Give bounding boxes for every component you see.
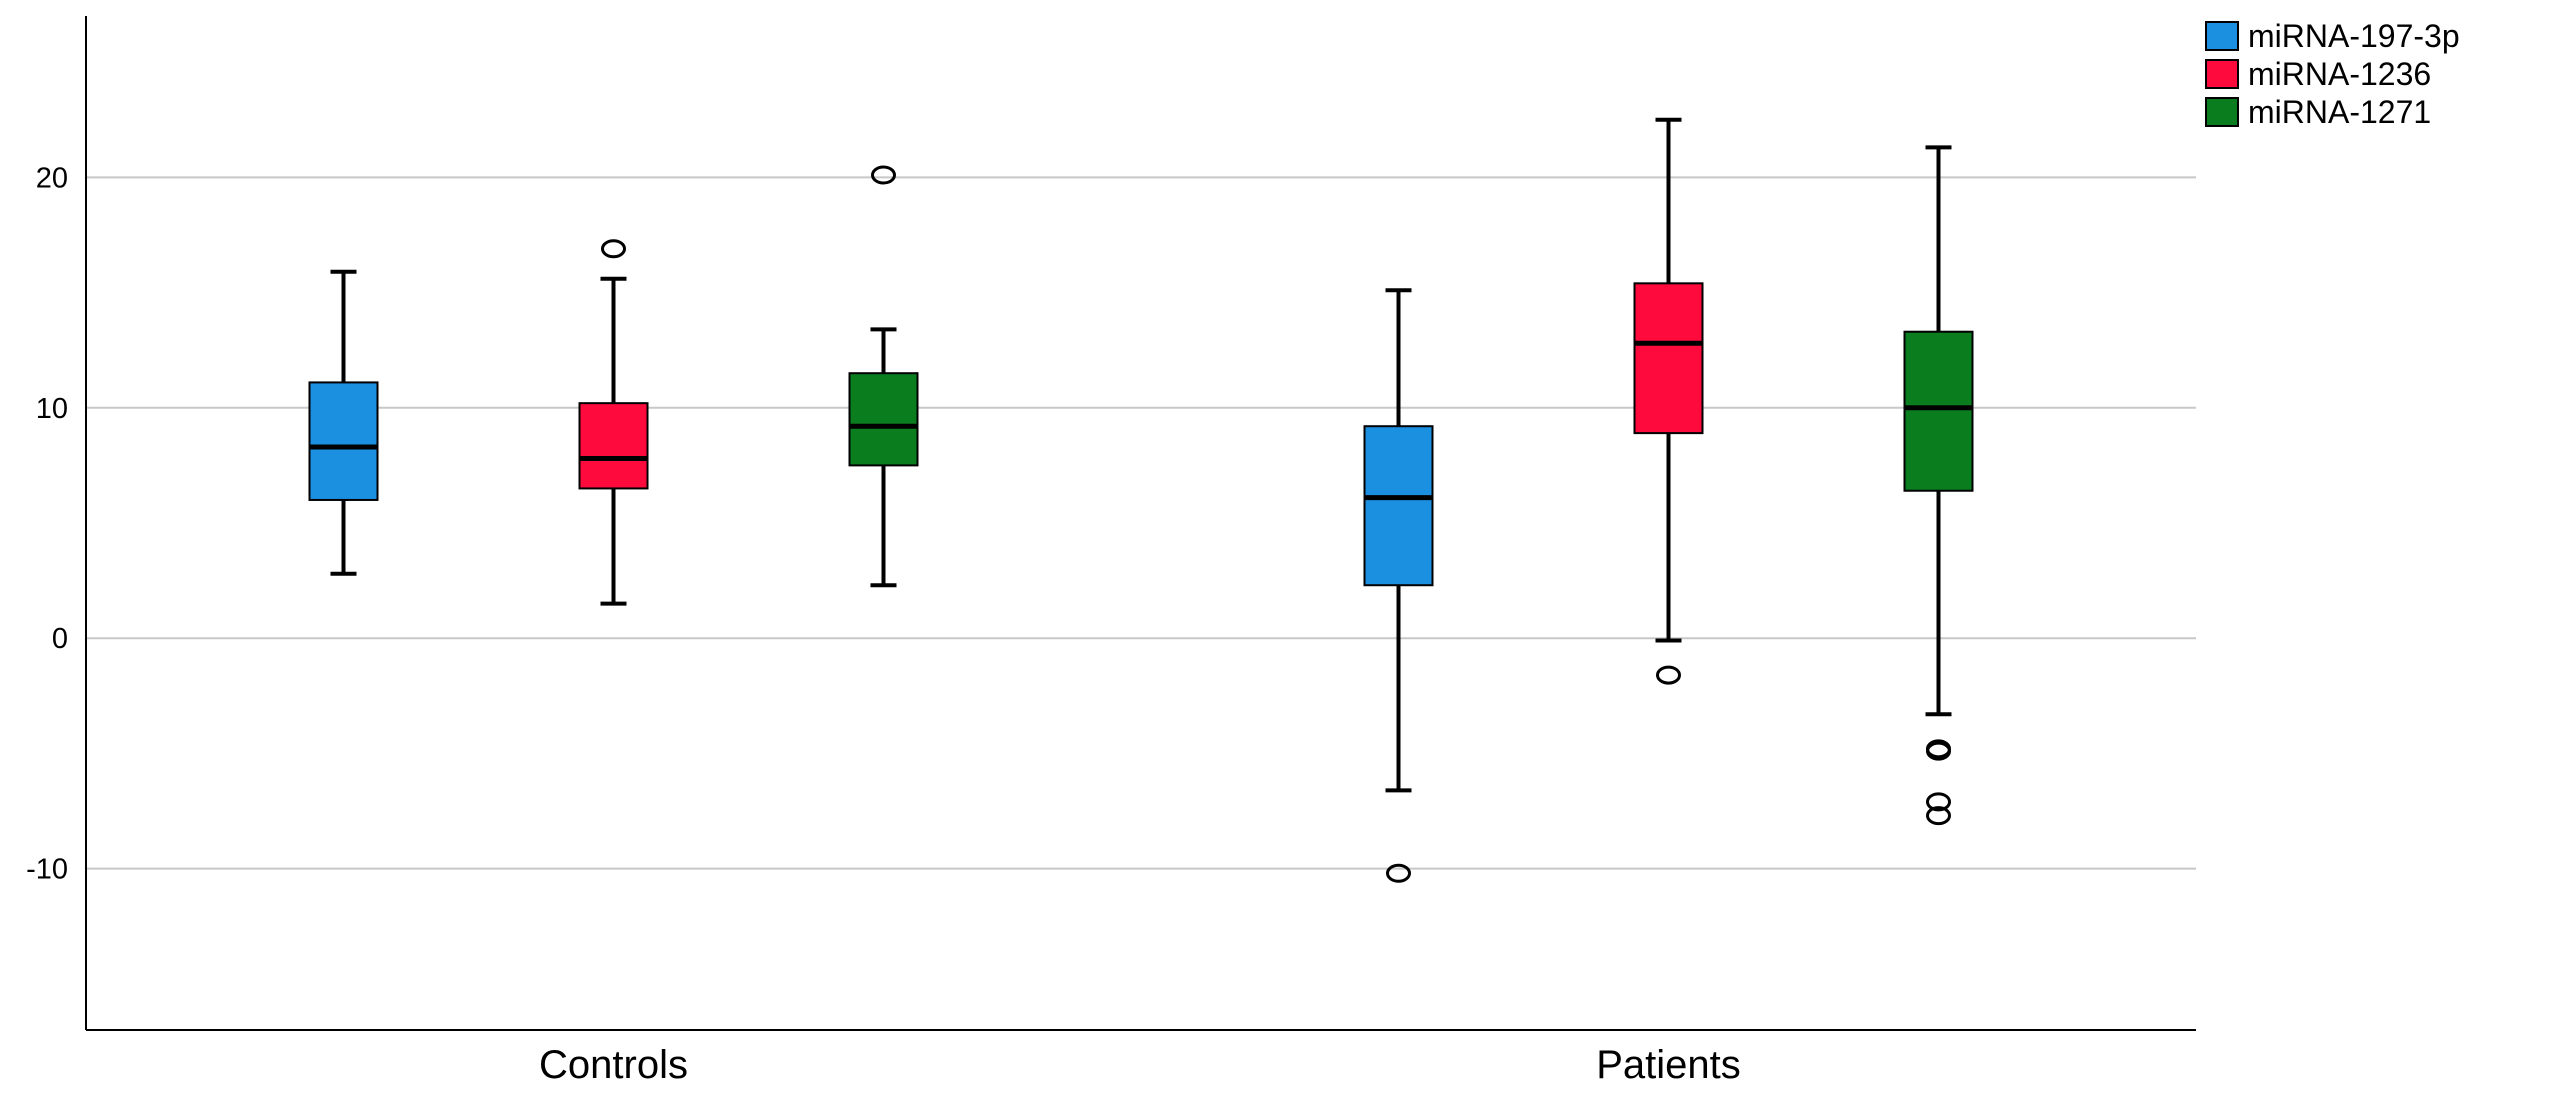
legend-item: miRNA-1271 <box>2205 94 2431 130</box>
legend-label: miRNA-197-3p <box>2248 18 2460 54</box>
iqr-box <box>1903 330 1974 492</box>
y-tick-label: 0 <box>52 623 68 655</box>
y-tick-label: -10 <box>26 854 68 886</box>
gridlines <box>86 176 2196 870</box>
y-tick-label: 20 <box>36 162 68 194</box>
box-miRNA-1236-Controls <box>578 239 649 606</box>
box-miRNA-1271-Patients <box>1903 145 1974 826</box>
outlier-point <box>1656 665 1681 685</box>
iqr-box <box>1633 282 1704 435</box>
plot-area <box>308 117 1974 883</box>
outlier-point <box>1926 792 1951 812</box>
axes: 20 10 0 -10 Controls Patients <box>26 16 2196 1087</box>
legend-label: miRNA-1236 <box>2248 56 2431 92</box>
iqr-box <box>308 381 379 501</box>
legend-swatch <box>2205 97 2239 127</box>
legend-swatch <box>2205 59 2239 89</box>
outlier-point <box>1386 863 1411 883</box>
legend-label: miRNA-1271 <box>2248 94 2431 130</box>
legend-item: miRNA-197-3p <box>2205 18 2460 54</box>
legend-item: miRNA-1236 <box>2205 56 2431 92</box>
y-tick-label: 10 <box>36 393 68 425</box>
box-miRNA-197-3p-Controls <box>308 269 379 576</box>
outlier-point <box>1926 806 1951 826</box>
outlier-point <box>1926 741 1951 761</box>
outlier-point <box>871 165 896 185</box>
box-miRNA-1271-Controls <box>848 165 919 588</box>
iqr-box <box>578 402 649 490</box>
box-miRNA-1236-Patients <box>1633 117 1704 685</box>
x-category-label: Controls <box>539 1043 688 1087</box>
box-miRNA-197-3p-Patients <box>1363 288 1434 883</box>
iqr-box <box>1363 425 1434 587</box>
iqr-box <box>848 372 919 467</box>
legend-swatch <box>2205 21 2239 51</box>
x-category-label: Patients <box>1596 1043 1741 1087</box>
outlier-point <box>601 239 626 259</box>
